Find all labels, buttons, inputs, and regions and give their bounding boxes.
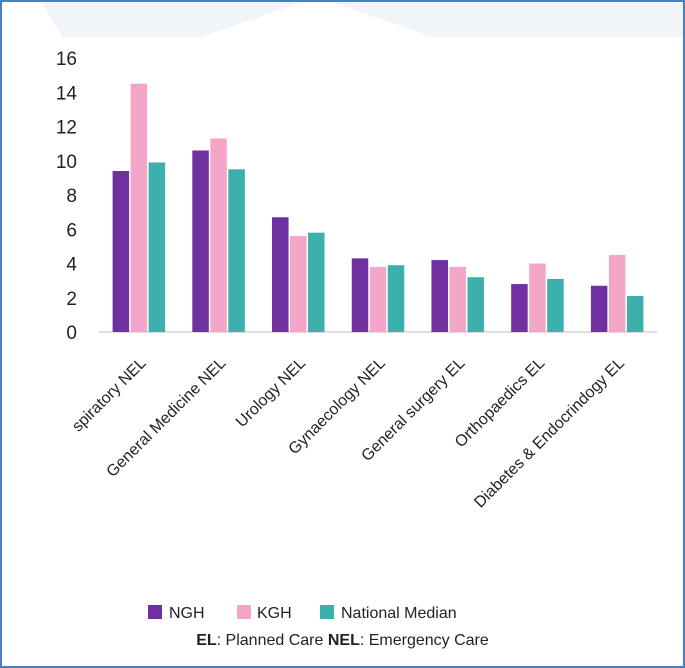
legend-label: NGH (169, 605, 205, 622)
bar-kgh (529, 263, 546, 332)
x-category-label: spiratory NEL (69, 355, 150, 436)
footnote-el-text: : Planned Care (216, 632, 328, 649)
legend-label: KGH (257, 605, 292, 622)
footnote: EL: Planned Care NEL: Emergency Care (2, 632, 683, 650)
background-decoration (42, 2, 683, 37)
bar-ngh (272, 217, 289, 332)
bar-national-median (387, 265, 405, 332)
bar-national-median (626, 296, 644, 332)
y-tick-label: 2 (66, 289, 77, 310)
bar-kgh (449, 266, 466, 332)
x-category-label: Urology NEL (233, 355, 309, 431)
bar-ngh (431, 260, 448, 332)
y-tick-label: 8 (66, 186, 77, 207)
bar-kgh (290, 236, 307, 332)
y-tick-label: 10 (56, 152, 77, 173)
legend-label: National Median (341, 605, 457, 622)
y-tick-label: 0 (66, 323, 77, 344)
decor-shape (332, 2, 683, 37)
y-axis-ticks: 0 2 4 6 8 10 12 14 16 (56, 49, 78, 344)
bar-national-median (228, 169, 245, 332)
bar-ngh (511, 284, 528, 332)
bar-kgh (369, 266, 387, 332)
legend-swatch (320, 605, 334, 619)
legend-swatch (148, 605, 162, 619)
bar-kgh (210, 138, 227, 332)
y-tick-label: 6 (66, 220, 77, 241)
bar-ngh (192, 150, 209, 332)
bar-national-median (467, 277, 484, 332)
y-tick-label: 4 (66, 255, 77, 276)
bar-kgh (608, 254, 626, 332)
bar-national-median (308, 232, 325, 332)
legend: NGH KGH National Median (148, 605, 457, 622)
y-tick-label: 14 (56, 83, 78, 104)
bar-national-median (547, 278, 564, 332)
footnote-nel-text: : Emergency Care (359, 632, 489, 649)
footnote-el-abbr: EL (196, 632, 217, 649)
bar-kgh (130, 83, 148, 332)
bar-ngh (112, 171, 130, 332)
bar-national-median (148, 162, 166, 332)
bar-ngh (590, 285, 608, 332)
y-tick-label: 12 (56, 118, 77, 139)
y-tick-label: 16 (56, 49, 77, 70)
legend-swatch (237, 605, 251, 619)
footnote-nel-abbr: NEL (327, 632, 360, 649)
bar-ngh (351, 258, 369, 332)
x-category-label: Diabetes & Endocrindogy EL (471, 355, 628, 512)
decor-shape (42, 2, 302, 37)
bars (112, 83, 644, 332)
